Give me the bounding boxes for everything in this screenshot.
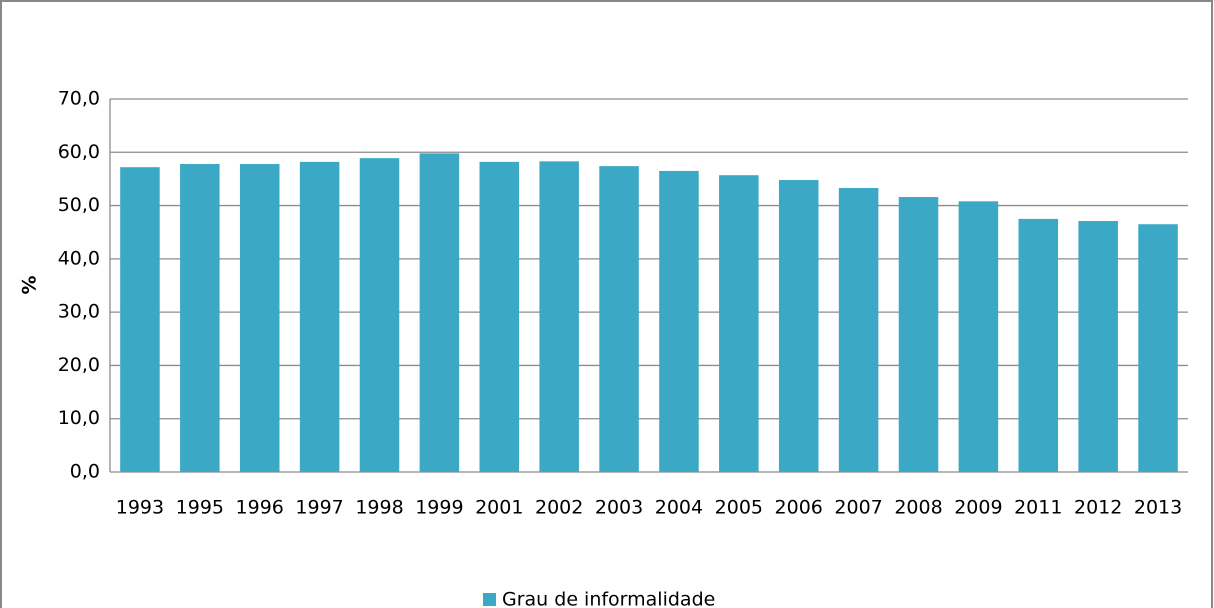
bar <box>659 170 699 472</box>
x-tick-label: 2013 <box>1134 497 1182 519</box>
bar <box>719 175 759 472</box>
x-tick-label: 1995 <box>176 497 224 519</box>
x-tick-label: 1999 <box>415 497 463 519</box>
x-tick-label: 2002 <box>535 497 583 519</box>
x-tick-label: 2006 <box>775 497 823 519</box>
bar <box>299 161 340 472</box>
x-tick-label: 2001 <box>475 497 523 519</box>
x-tick-label: 2007 <box>834 497 882 519</box>
bar <box>1018 218 1059 472</box>
bar <box>419 153 460 472</box>
y-axis-label: % <box>19 275 41 294</box>
bar <box>120 167 160 472</box>
bar <box>539 161 579 472</box>
x-tick-label: 2009 <box>954 497 1002 519</box>
legend-label: Grau de informalidade <box>502 589 715 608</box>
x-tick-label: 2011 <box>1014 497 1062 519</box>
bar <box>778 179 819 472</box>
bar <box>898 197 939 472</box>
bar <box>180 164 220 472</box>
bar <box>479 161 520 472</box>
y-tick-label: 50,0 <box>58 194 100 216</box>
bar <box>239 164 280 472</box>
x-tick-label: 1997 <box>295 497 343 519</box>
bar <box>958 201 999 472</box>
bar <box>838 187 879 473</box>
bar <box>1078 221 1118 472</box>
x-tick-label: 2004 <box>655 497 703 519</box>
bar <box>359 158 400 472</box>
x-tick-label: 2012 <box>1074 497 1122 519</box>
y-tick-label: 10,0 <box>58 407 100 429</box>
x-tick-label: 2003 <box>595 497 643 519</box>
bar <box>1138 224 1178 472</box>
x-tick-label: 2008 <box>894 497 942 519</box>
y-tick-label: 60,0 <box>58 141 100 163</box>
legend-swatch <box>483 593 496 606</box>
y-tick-label: 70,0 <box>58 88 100 110</box>
y-tick-label: 0,0 <box>70 461 100 483</box>
x-tick-label: 1996 <box>236 497 284 519</box>
x-tick-label: 1998 <box>355 497 403 519</box>
x-tick-label: 2005 <box>715 497 763 519</box>
x-tick-label: 1993 <box>116 497 164 519</box>
y-tick-label: 30,0 <box>58 301 100 323</box>
y-tick-label: 40,0 <box>58 247 100 269</box>
y-tick-label: 20,0 <box>58 354 100 376</box>
bar <box>599 166 639 472</box>
